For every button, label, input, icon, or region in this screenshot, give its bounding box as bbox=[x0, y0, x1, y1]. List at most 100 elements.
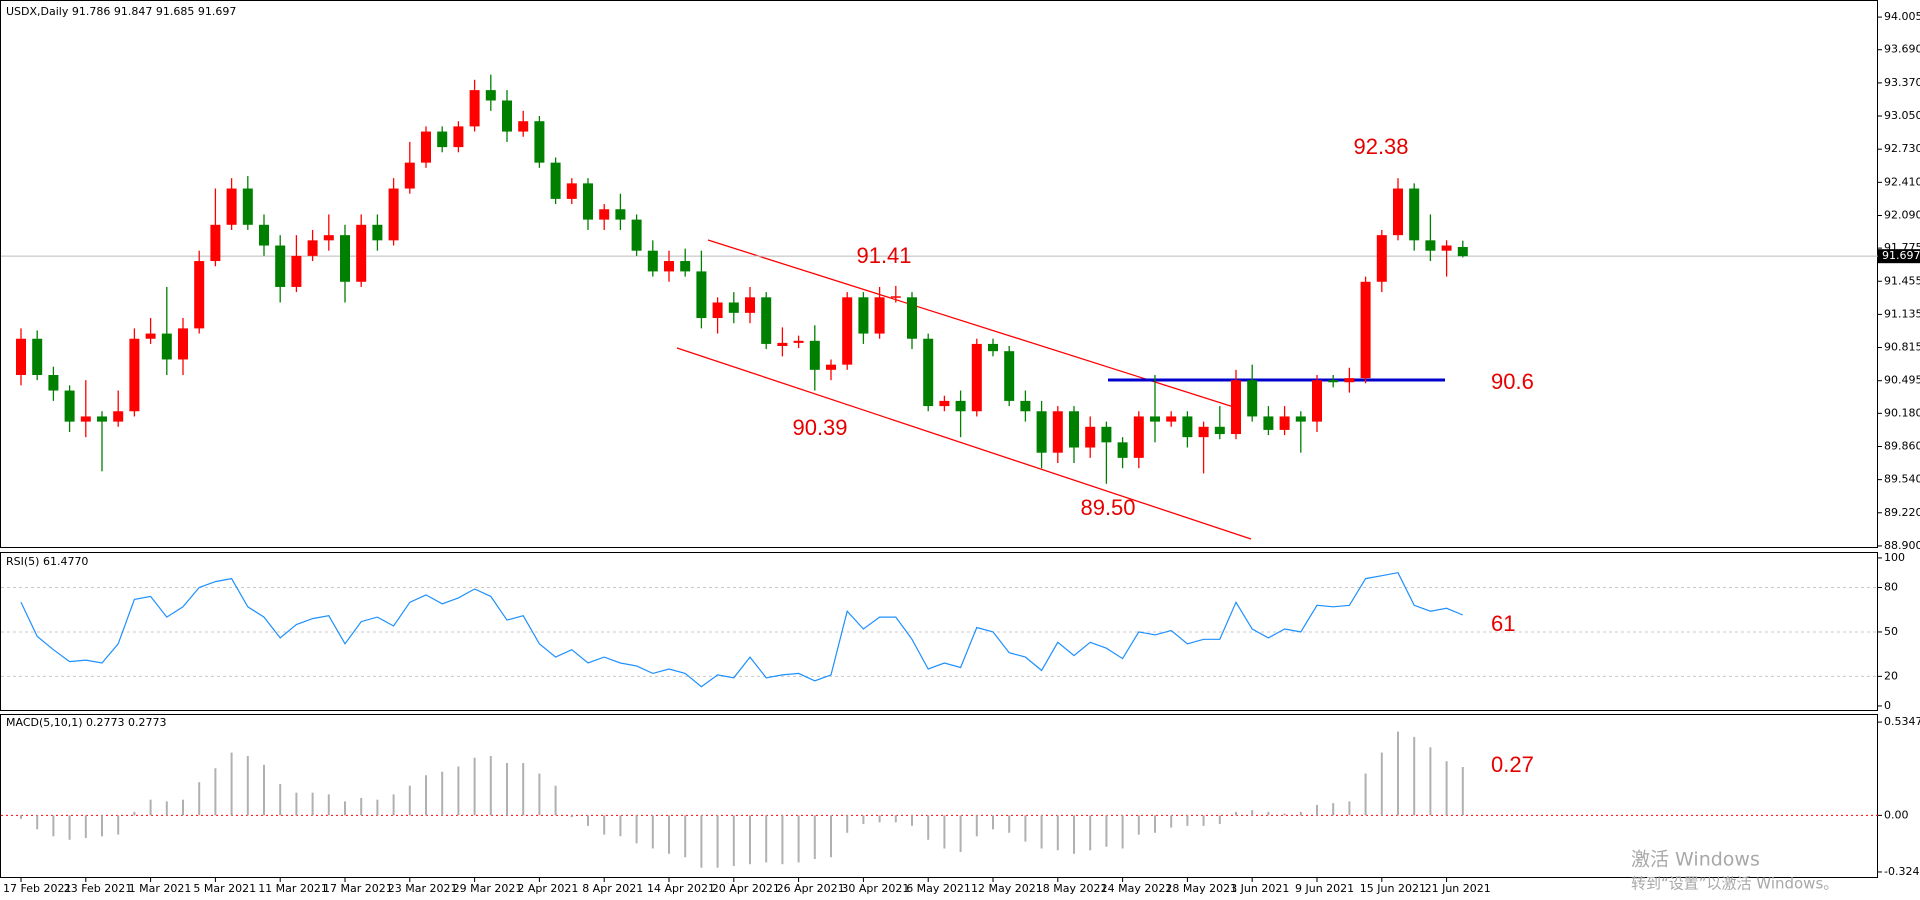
candle-body bbox=[842, 297, 853, 365]
x-tick-label: 23 Feb 2021 bbox=[64, 882, 132, 895]
candle-body bbox=[518, 121, 529, 132]
channel-lower bbox=[676, 347, 1252, 540]
candle-body bbox=[1263, 416, 1274, 430]
candle-body bbox=[988, 343, 998, 352]
candle-body bbox=[356, 224, 367, 282]
candle-body bbox=[1441, 245, 1452, 251]
candle-body bbox=[1182, 416, 1193, 438]
x-tick-label: 20 Apr 2021 bbox=[712, 882, 780, 895]
y-tick-label: 0 bbox=[1884, 699, 1891, 712]
x-tick-label: 23 Mar 2021 bbox=[388, 882, 458, 895]
annotation: 92.38 bbox=[1353, 134, 1408, 159]
x-tick-label: 17 Mar 2021 bbox=[323, 882, 393, 895]
candle-body bbox=[1231, 380, 1241, 435]
x-tick-label: 1 Mar 2021 bbox=[129, 882, 192, 895]
candle-body bbox=[1425, 240, 1436, 251]
candle-body bbox=[793, 340, 804, 343]
y-tick-label: 100 bbox=[1884, 551, 1905, 564]
x-tick-label: 5 Mar 2021 bbox=[193, 882, 256, 895]
x-tick-label: 18 May 2021 bbox=[1036, 882, 1108, 895]
annotation: 89.50 bbox=[1080, 495, 1135, 520]
annotation: 90.39 bbox=[792, 415, 847, 440]
candle-body bbox=[388, 188, 399, 241]
y-tick-label: -0.3244 bbox=[1884, 865, 1920, 878]
macd-panel bbox=[0, 714, 1878, 878]
x-tick-label: 26 Apr 2021 bbox=[777, 882, 845, 895]
candle-body bbox=[907, 297, 917, 339]
x-tick-label: 9 Jun 2021 bbox=[1295, 882, 1354, 895]
candle-body bbox=[1166, 416, 1177, 422]
x-tick-label: 17 Feb 2021 bbox=[3, 882, 71, 895]
main-title: USDX,Daily 91.786 91.847 91.685 91.697 bbox=[6, 5, 236, 18]
candle-body bbox=[971, 343, 982, 412]
candle-body bbox=[1069, 411, 1079, 448]
y-tick-label: 89.540 bbox=[1884, 473, 1920, 486]
candle-body bbox=[1117, 442, 1128, 458]
candle-body bbox=[1279, 416, 1290, 430]
x-tick-label: 12 May 2021 bbox=[971, 882, 1043, 895]
candle-body bbox=[64, 390, 75, 422]
candle-body bbox=[696, 271, 707, 319]
candle-body bbox=[502, 100, 512, 132]
rsi-title: RSI(5) 61.4770 bbox=[6, 555, 88, 568]
candle-body bbox=[777, 342, 788, 346]
candle-body bbox=[1328, 380, 1339, 383]
rsi-panel bbox=[0, 552, 1878, 711]
candle-body bbox=[178, 328, 188, 360]
candle-body bbox=[615, 209, 626, 220]
y-tick-label: 89.860 bbox=[1884, 439, 1920, 452]
candle-body bbox=[97, 416, 107, 422]
y-tick-label: 90.495 bbox=[1884, 374, 1920, 387]
x-tick-label: 14 Apr 2021 bbox=[647, 882, 715, 895]
candle-body bbox=[1101, 426, 1112, 443]
y-tick-label: 92.730 bbox=[1884, 142, 1920, 155]
y-tick-label: 93.050 bbox=[1884, 109, 1920, 122]
candle-body bbox=[761, 297, 772, 344]
candle-body bbox=[550, 162, 561, 199]
candle-body bbox=[372, 224, 383, 241]
candle-body bbox=[226, 188, 237, 225]
y-tick-label: 94.005 bbox=[1884, 10, 1920, 23]
y-tick-label: 90.815 bbox=[1884, 341, 1920, 354]
current-price-label: 91.697 bbox=[1882, 249, 1920, 262]
y-tick-label: 90.180 bbox=[1884, 406, 1920, 419]
candle-body bbox=[1020, 400, 1031, 412]
candle-body bbox=[1052, 411, 1063, 453]
x-tick-label: 28 May 2021 bbox=[1165, 882, 1237, 895]
candle-body bbox=[923, 338, 934, 407]
annotation: 90.6 bbox=[1491, 369, 1534, 394]
candle-body bbox=[939, 400, 950, 407]
candle-body bbox=[1295, 416, 1306, 422]
candle-body bbox=[259, 224, 269, 246]
candle-body bbox=[1085, 426, 1096, 448]
candle-body bbox=[275, 245, 286, 287]
candle-body bbox=[421, 131, 431, 163]
x-tick-label: 30 Apr 2021 bbox=[841, 882, 909, 895]
candle-body bbox=[680, 261, 691, 272]
candle-body bbox=[728, 302, 739, 313]
x-tick-label: 8 Apr 2021 bbox=[582, 882, 643, 895]
candle-body bbox=[1409, 188, 1420, 241]
y-tick-label: 89.220 bbox=[1884, 506, 1920, 519]
rsi-line bbox=[20, 572, 1464, 688]
candle-body bbox=[809, 340, 820, 370]
x-tick-label: 11 Mar 2021 bbox=[258, 882, 328, 895]
y-tick-label: 92.090 bbox=[1884, 208, 1920, 221]
candle-body bbox=[583, 183, 593, 220]
current-price-box bbox=[1878, 249, 1920, 264]
annotation: 61 bbox=[1491, 611, 1515, 636]
candle-body bbox=[194, 261, 205, 329]
candle-body bbox=[534, 121, 545, 163]
y-tick-label: 93.690 bbox=[1884, 43, 1920, 56]
candle-body bbox=[858, 297, 869, 334]
candle-body bbox=[647, 250, 658, 272]
y-tick-label: 50 bbox=[1884, 625, 1898, 638]
candle-body bbox=[80, 416, 91, 422]
candle-body bbox=[874, 297, 885, 334]
candle-body bbox=[1360, 281, 1371, 379]
main-panel bbox=[0, 0, 1878, 548]
x-tick-label: 29 Mar 2021 bbox=[453, 882, 523, 895]
candle-body bbox=[1133, 416, 1144, 458]
